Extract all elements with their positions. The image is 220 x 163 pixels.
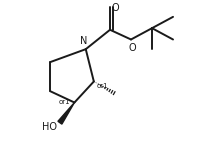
Polygon shape [58, 103, 74, 124]
Text: O: O [128, 43, 136, 52]
Text: HO: HO [42, 122, 57, 132]
Text: or1: or1 [58, 99, 70, 105]
Text: or1: or1 [97, 82, 108, 89]
Text: N: N [81, 36, 88, 46]
Text: O: O [111, 3, 119, 13]
